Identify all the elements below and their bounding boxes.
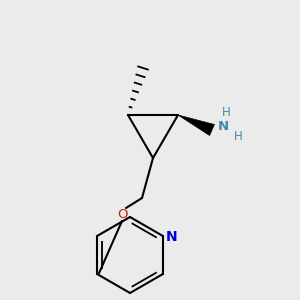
Text: H: H [222,106,231,119]
Text: N: N [218,121,229,134]
Text: O: O [117,208,127,221]
Text: N: N [166,230,178,244]
Text: H: H [234,130,243,142]
Polygon shape [178,115,214,136]
